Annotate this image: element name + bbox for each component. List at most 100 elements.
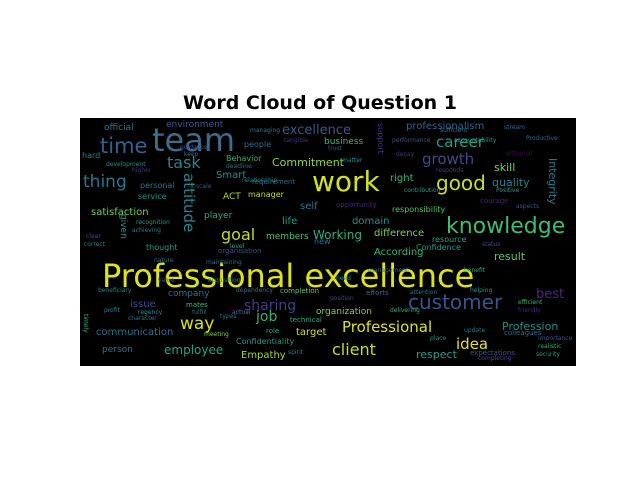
word: growth xyxy=(422,150,475,168)
word: character xyxy=(128,315,157,322)
word: efforts xyxy=(366,289,389,297)
word: Positive xyxy=(496,187,520,194)
word: completing xyxy=(478,355,512,362)
word: management xyxy=(368,267,409,274)
word: courage xyxy=(480,197,509,205)
word: security xyxy=(536,351,560,358)
word: Profession xyxy=(502,320,559,333)
word: members xyxy=(266,232,309,242)
word: ACT xyxy=(223,192,241,202)
word: company xyxy=(168,289,210,299)
word: maintaining xyxy=(206,259,242,266)
word: dependency xyxy=(236,287,273,294)
word: Empathy xyxy=(241,350,286,361)
word: actual xyxy=(232,309,251,316)
word-cloud: Professional excellence team work knowle… xyxy=(80,118,576,366)
word: life xyxy=(282,216,298,227)
word: relationship xyxy=(242,177,278,184)
word: communication xyxy=(96,327,174,338)
word: ethical xyxy=(506,149,533,158)
word: excellence xyxy=(282,123,351,138)
word: managing xyxy=(250,127,281,134)
word: trust xyxy=(328,145,343,152)
word: knowledge xyxy=(446,214,566,239)
word: update xyxy=(464,327,486,334)
word: realistic xyxy=(538,343,562,350)
word: self xyxy=(300,201,318,212)
word: Integrity xyxy=(546,158,559,205)
word: result xyxy=(494,250,526,263)
word: contribution xyxy=(404,187,441,194)
word: efficient xyxy=(518,299,543,306)
word: difference xyxy=(374,228,425,239)
word: employee xyxy=(164,343,224,357)
word: performance xyxy=(392,137,431,144)
word: level xyxy=(230,243,245,250)
word: client xyxy=(332,340,376,359)
word: idea xyxy=(456,335,489,353)
word: target xyxy=(296,327,327,338)
word: given xyxy=(118,214,128,239)
word: official xyxy=(104,123,134,133)
word: Commitment xyxy=(272,156,344,169)
word: hard xyxy=(82,151,101,160)
word: profit xyxy=(104,307,120,314)
word: regency xyxy=(138,309,163,316)
word: scale xyxy=(196,183,212,190)
word: player xyxy=(204,211,233,221)
word: skill xyxy=(494,161,516,174)
word: Professional xyxy=(342,318,433,336)
word: respect xyxy=(416,348,457,361)
word: quality xyxy=(492,176,530,189)
word: task xyxy=(167,153,201,172)
word: acquisition xyxy=(208,277,241,284)
word: goal xyxy=(221,225,256,244)
word: Confidentiality xyxy=(236,337,295,346)
word: tangible xyxy=(284,137,309,144)
word: support xyxy=(376,123,385,154)
word: recognition xyxy=(136,219,170,226)
word: need xyxy=(336,275,351,282)
word: domain xyxy=(352,216,390,227)
word: guidance xyxy=(180,144,208,151)
word: good xyxy=(436,171,486,195)
word: time xyxy=(100,134,148,158)
word: colleagues xyxy=(504,329,542,337)
word: customer xyxy=(408,290,503,314)
word: stream xyxy=(504,124,526,131)
word: opportunity xyxy=(336,201,377,209)
word: value xyxy=(158,277,175,284)
chart-title: Word Cloud of Question 1 xyxy=(183,92,457,114)
word: clear xyxy=(86,233,101,240)
word: achieving xyxy=(132,227,161,234)
word: responds xyxy=(436,167,464,174)
word: resource xyxy=(432,235,467,244)
word: nature xyxy=(154,257,174,264)
word: deadline xyxy=(226,163,252,170)
word: helping xyxy=(470,287,493,294)
word: Productive xyxy=(526,135,558,142)
word: responsibility xyxy=(392,205,446,214)
word: aspects xyxy=(516,203,540,210)
word: Confidence xyxy=(416,243,461,252)
word: higher xyxy=(132,167,152,174)
word: thing xyxy=(83,172,127,192)
word: fulfill xyxy=(192,309,207,316)
word: organisation xyxy=(218,247,262,255)
word: technical xyxy=(290,316,322,324)
word: benefit xyxy=(464,267,486,274)
word: friendly xyxy=(518,307,541,314)
word: development xyxy=(106,161,146,168)
word: sufficient xyxy=(440,127,468,134)
word: status xyxy=(482,241,501,248)
word: Professional excellence xyxy=(102,257,475,295)
word: meeting xyxy=(204,331,229,338)
word: delivering xyxy=(390,307,420,314)
word: organization xyxy=(316,307,372,317)
word: way xyxy=(180,314,215,334)
word: expectations xyxy=(470,349,516,357)
word: types xyxy=(220,313,237,320)
word: Behavior xyxy=(226,154,262,163)
word: environment xyxy=(166,120,224,130)
word: new xyxy=(314,237,331,246)
